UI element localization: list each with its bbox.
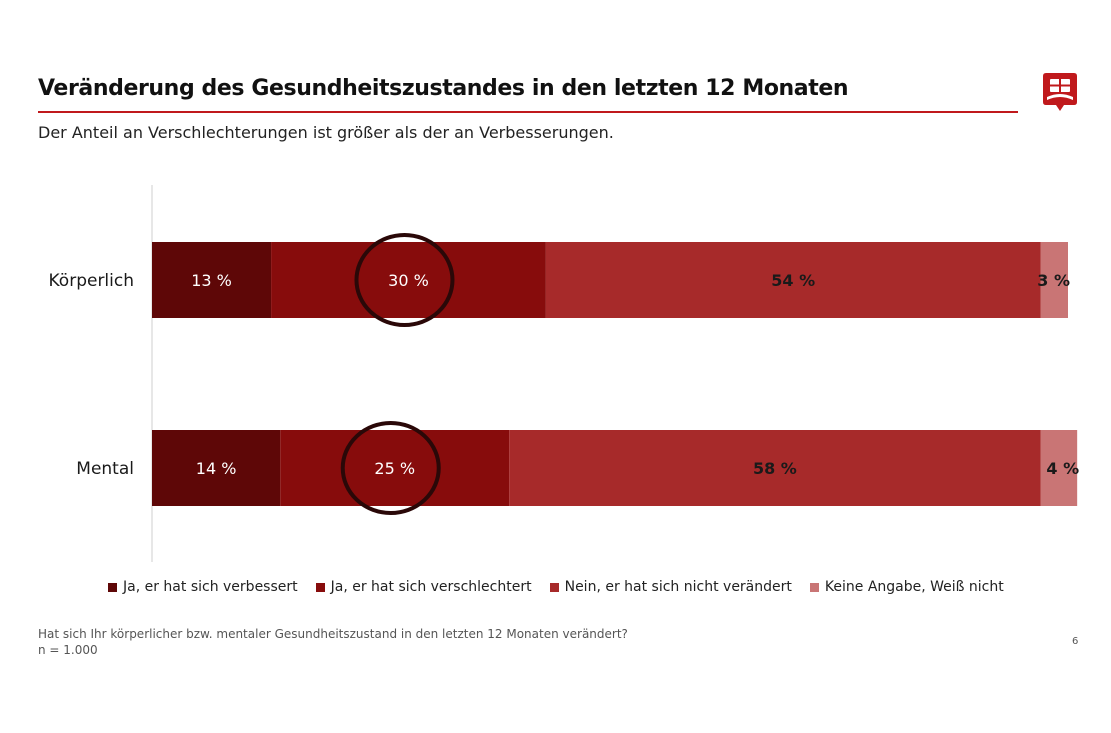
data-label-mental-2: 25 % <box>374 459 415 478</box>
survey-question: Hat sich Ihr körperlicher bzw. mentaler … <box>38 627 628 641</box>
data-label-mental-1: 14 % <box>196 459 237 478</box>
legend-label: Nein, er hat sich nicht verändert <box>564 579 792 595</box>
data-label-korperlich-1: 13 % <box>191 271 232 290</box>
legend-item-1: Ja, er hat sich verbessert <box>108 579 298 595</box>
sample-size: n = 1.000 <box>38 643 98 657</box>
legend-swatch <box>108 582 117 592</box>
shield-logo-icon <box>1043 73 1077 111</box>
legend-swatch <box>549 582 559 592</box>
data-label-korperlich-4: 3 % <box>1037 271 1070 290</box>
legend-item-2: Ja, er hat sich verschlechtert <box>315 579 532 595</box>
data-label-korperlich-2: 30 % <box>388 271 429 290</box>
bar-segment-korperlich-4 <box>1040 242 1068 318</box>
highlight-circle-korperlich <box>354 233 455 327</box>
page-subtitle: Der Anteil an Verschlechterungen ist grö… <box>38 123 614 142</box>
legend-swatch <box>315 582 325 592</box>
legend-swatch <box>809 582 819 592</box>
stacked-bar-chart: Körperlich 13 % 30 % 54 % 3 % Mental 14 % 25 % 5… <box>49 185 1079 562</box>
footnote: Hat sich Ihr körperlicher bzw. mentaler … <box>38 626 628 658</box>
title-rule <box>38 111 1018 113</box>
legend-item-4: Keine Angabe, Weiß nicht <box>809 579 1004 595</box>
bar-segment-mental-2 <box>280 430 510 506</box>
data-label-korperlich-3: 54 % <box>771 271 815 290</box>
bar-segment-mental-3 <box>509 430 1041 506</box>
category-label-korperlich: Körperlich <box>49 271 135 291</box>
page-title: Veränderung des Gesundheitszustandes in … <box>38 76 849 101</box>
bar-segment-korperlich-2 <box>271 242 546 318</box>
chart-legend: Ja, er hat sich verbessert Ja, er hat sic… <box>108 579 1004 595</box>
bar-segment-mental-4 <box>1040 430 1078 506</box>
legend-label: Ja, er hat sich verbessert <box>123 579 298 595</box>
legend-label: Ja, er hat sich verschlechtert <box>330 579 532 595</box>
category-label-mental: Mental <box>76 459 134 479</box>
legend-item-3: Nein, er hat sich nicht verändert <box>549 579 792 595</box>
bar-segment-korperlich-3 <box>545 242 1041 318</box>
page-number: 6 <box>1072 636 1079 647</box>
legend-label: Keine Angabe, Weiß nicht <box>824 579 1004 595</box>
data-label-mental-4: 4 % <box>1046 459 1079 478</box>
bar-segment-mental-1 <box>152 430 281 506</box>
bar-segment-korperlich-1 <box>152 242 272 318</box>
data-label-mental-3: 58 % <box>753 459 797 478</box>
highlight-circle-mental <box>340 421 441 515</box>
